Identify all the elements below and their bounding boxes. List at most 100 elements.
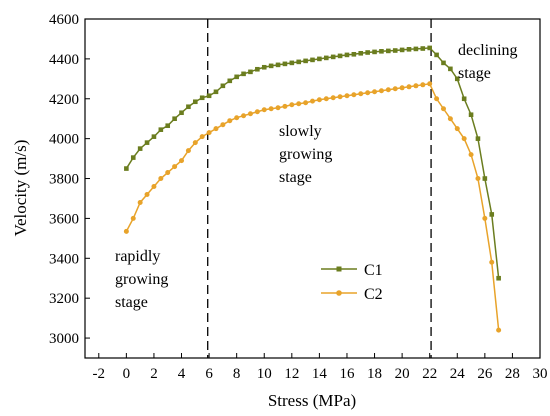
data-point: [137, 146, 143, 151]
legend-c2-label: C2: [364, 286, 383, 303]
legend-c1-marker: [336, 266, 342, 272]
x-tick-label: 14: [312, 366, 328, 382]
data-point: [351, 92, 357, 98]
data-point: [151, 134, 157, 139]
legend: C1 C2: [321, 262, 383, 303]
data-point: [261, 64, 267, 70]
data-point: [323, 96, 329, 102]
annotation-slowly-growing: slowly growing stage: [279, 123, 332, 186]
data-point: [151, 184, 157, 190]
annotation-line: declining: [458, 42, 518, 59]
data-point: [199, 134, 205, 140]
annotation-line: stage: [458, 65, 491, 82]
data-point: [482, 176, 488, 181]
data-point: [330, 54, 336, 60]
y-tick-label: 4600: [49, 12, 79, 28]
y-tick-label: 3000: [49, 331, 79, 347]
data-point: [399, 85, 405, 91]
data-point: [234, 115, 240, 121]
data-point: [124, 166, 129, 171]
plot-frame: [84, 18, 541, 359]
data-point: [282, 103, 288, 109]
data-point: [289, 60, 295, 66]
data-point: [482, 215, 488, 221]
y-tick-label: 4400: [49, 52, 79, 68]
legend-c1-label: C1: [364, 262, 383, 279]
data-point: [420, 46, 426, 51]
data-point: [144, 140, 150, 145]
x-axis-ticks: -2 0 2 4 6 8 10 12 14 16 18 20 22 24 26 28 30: [93, 353, 548, 382]
data-point: [227, 118, 233, 124]
data-point: [447, 116, 453, 122]
x-tick-label: 22: [422, 366, 437, 382]
x-axis-title: Stress (MPa): [268, 391, 356, 410]
data-point: [192, 140, 198, 146]
data-point: [220, 122, 226, 128]
data-point: [454, 76, 460, 82]
x-tick-label: 18: [367, 366, 382, 382]
data-point: [185, 148, 191, 154]
data-point: [310, 57, 315, 63]
data-point: [248, 69, 253, 75]
data-point: [310, 98, 315, 104]
series-layer: [123, 45, 502, 333]
annotation-declining: declining stage: [458, 42, 518, 82]
x-tick-label: 0: [123, 366, 131, 382]
data-point: [358, 91, 364, 97]
data-point: [489, 212, 495, 217]
data-point: [392, 48, 398, 53]
data-point: [158, 127, 164, 132]
annotation-line: rapidly: [115, 248, 160, 265]
data-point: [385, 87, 391, 93]
y-axis-ticks: 3000 3200 3400 3600 3800 4000 4200 4400 4600: [49, 12, 90, 347]
data-point: [296, 59, 302, 65]
data-point: [406, 84, 412, 90]
data-point: [275, 105, 281, 111]
data-point: [130, 215, 136, 221]
series-line: [125, 82, 500, 331]
data-point: [440, 106, 446, 112]
data-point: [358, 50, 364, 56]
annotation-rapidly-growing: rapidly growing stage: [115, 248, 168, 311]
data-point: [496, 327, 502, 333]
x-tick-label: 30: [533, 366, 548, 382]
data-point: [372, 49, 377, 55]
data-point: [461, 96, 467, 102]
data-point: [351, 51, 357, 57]
data-point: [427, 81, 433, 87]
data-point: [427, 45, 432, 51]
data-point: [303, 100, 309, 106]
data-point: [468, 152, 474, 158]
data-point: [475, 176, 481, 182]
data-point: [179, 110, 184, 116]
annotation-line: stage: [279, 169, 312, 186]
x-tick-label: 24: [450, 366, 466, 382]
data-point: [496, 275, 501, 281]
data-point: [241, 71, 246, 77]
y-axis-title: Velocity (m/s): [11, 140, 30, 237]
data-point: [137, 199, 143, 205]
data-point: [378, 88, 384, 94]
x-tick-label: 16: [339, 366, 355, 382]
data-point: [337, 53, 343, 59]
data-point: [213, 89, 219, 95]
data-point: [372, 89, 378, 95]
annotation-line: growing: [115, 271, 168, 288]
data-point: [303, 58, 308, 64]
data-point: [413, 83, 419, 89]
data-point: [261, 107, 267, 113]
data-point: [317, 56, 322, 62]
data-point: [282, 61, 288, 67]
data-point: [344, 93, 350, 99]
data-point: [316, 97, 322, 103]
data-point: [206, 130, 212, 136]
data-point: [172, 116, 177, 122]
x-tick-label: 6: [205, 366, 213, 382]
data-point: [489, 259, 495, 265]
y-tick-label: 3400: [49, 251, 79, 267]
x-tick-label: 26: [477, 366, 493, 382]
data-point: [220, 83, 226, 89]
data-point: [213, 126, 219, 132]
x-tick-label: 12: [284, 366, 299, 382]
data-point: [406, 47, 412, 52]
